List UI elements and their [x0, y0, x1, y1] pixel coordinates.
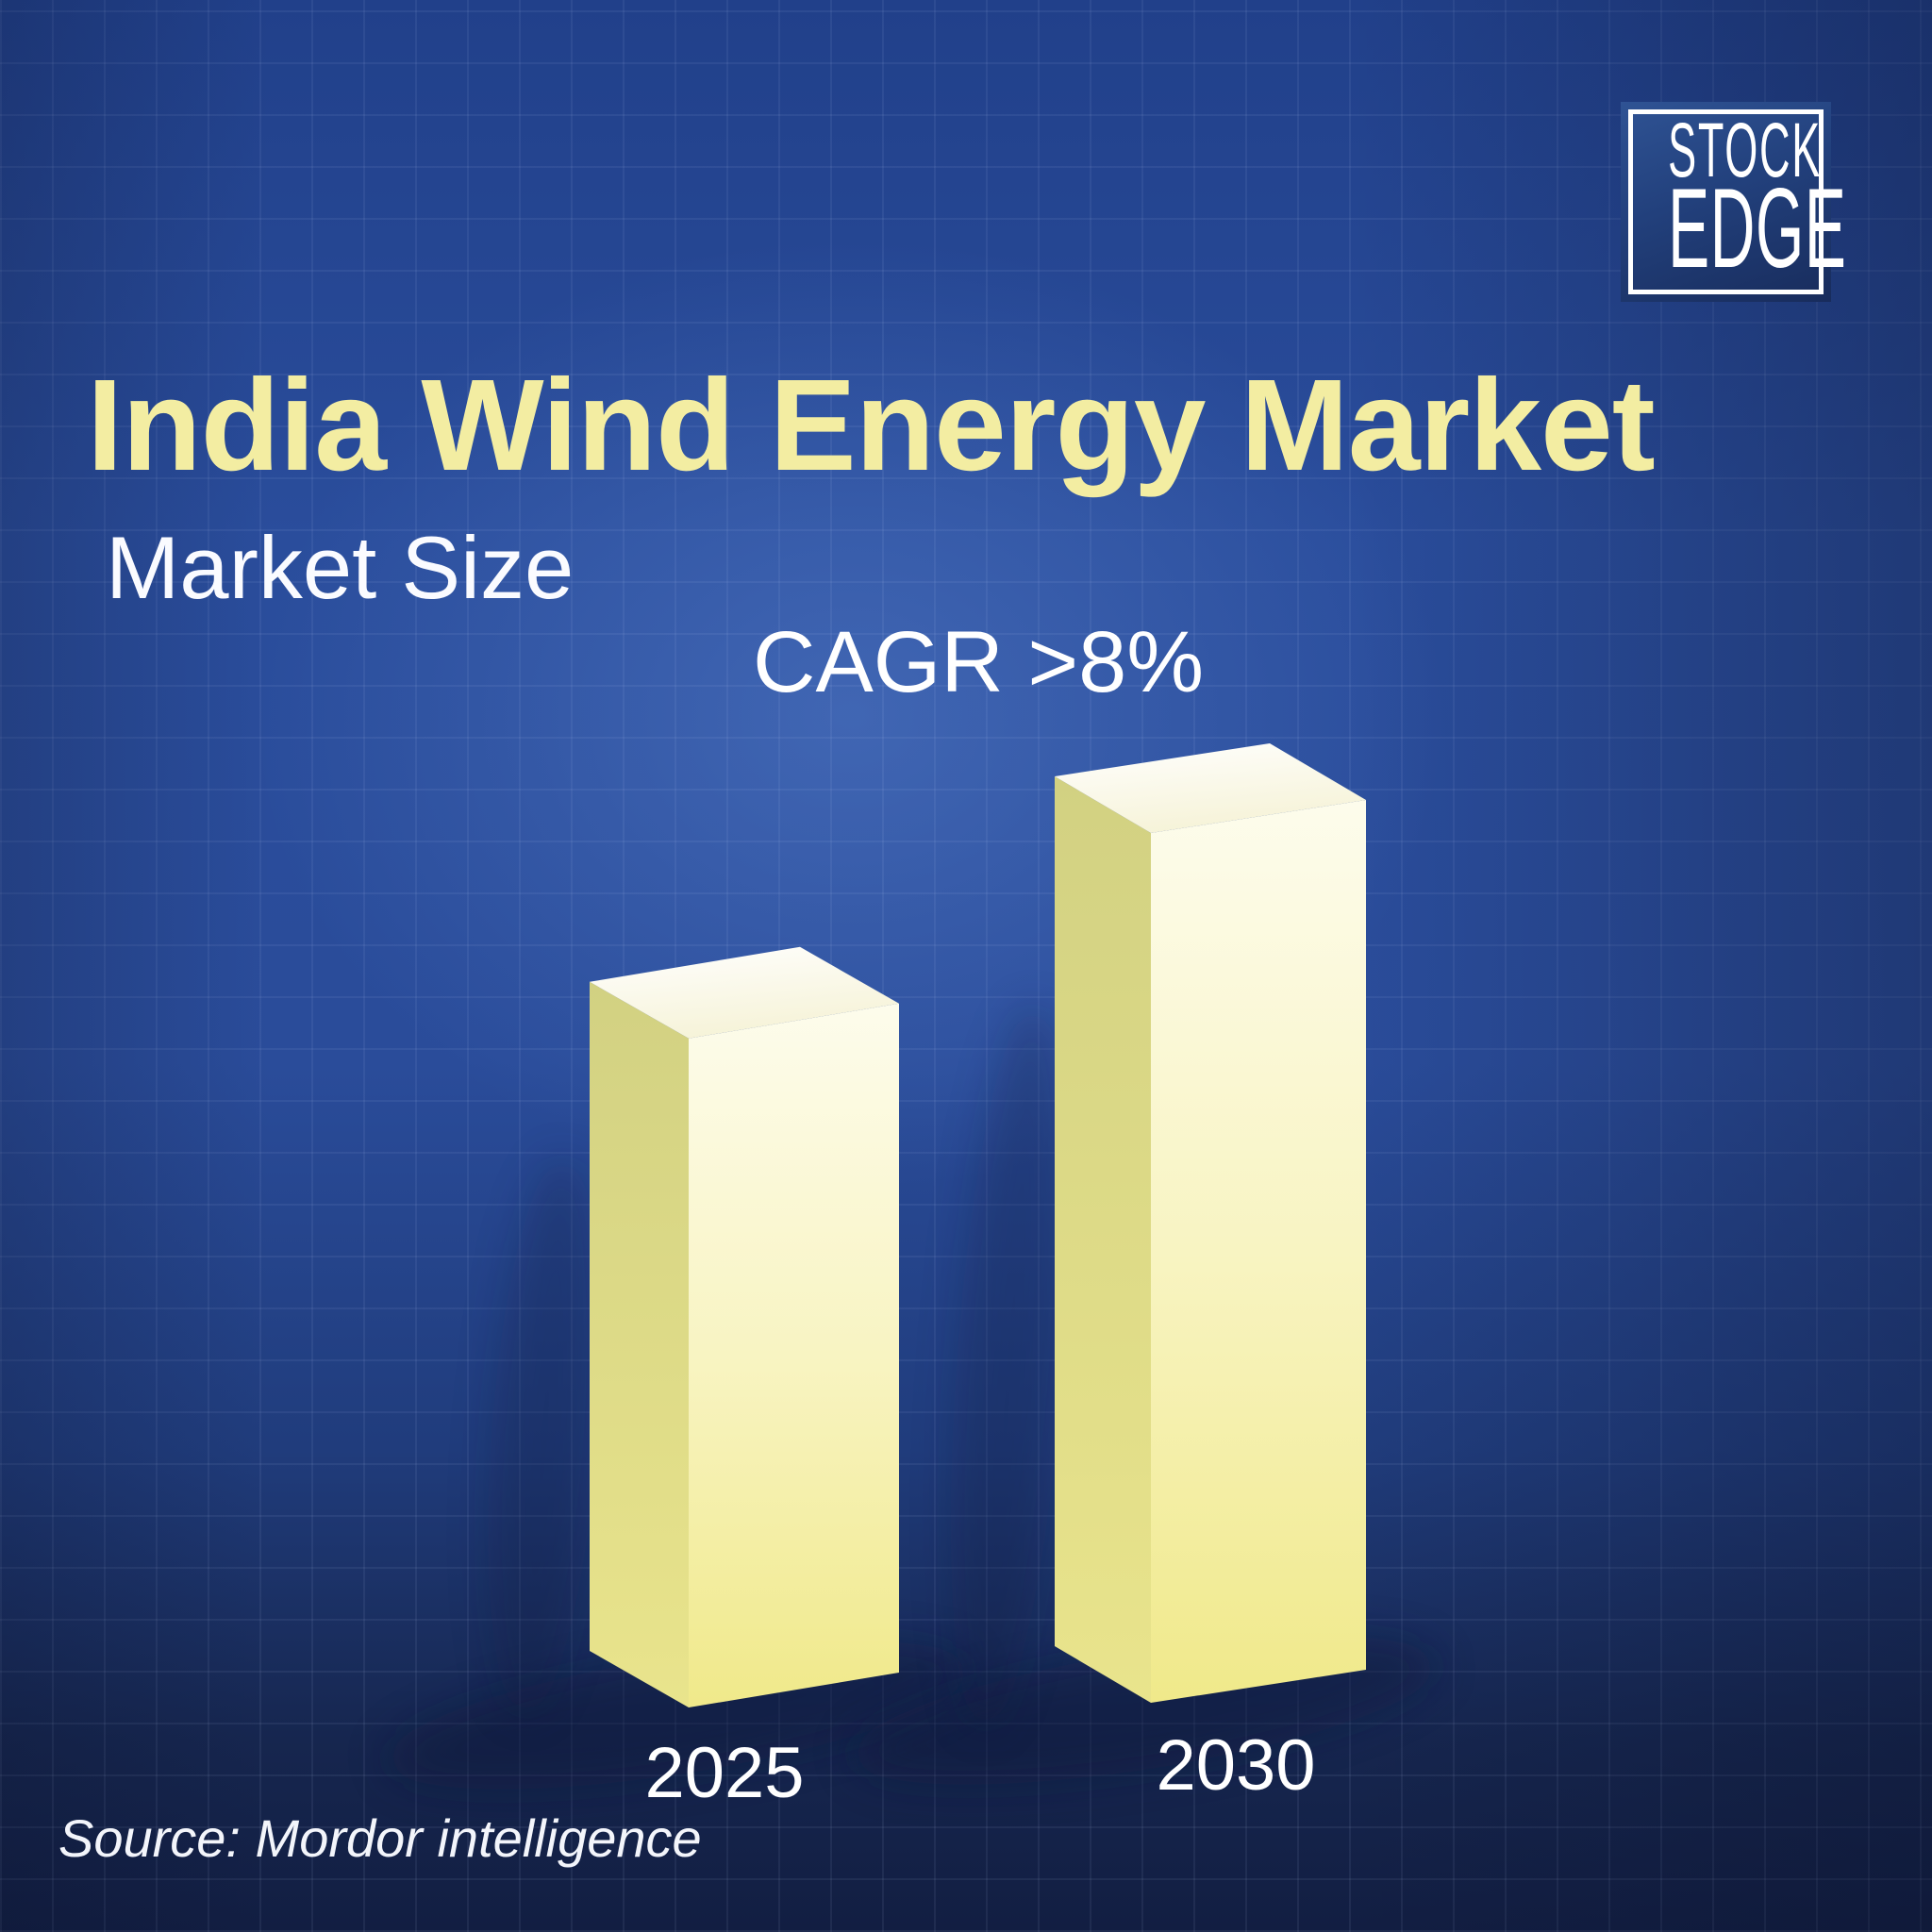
bar-2025-shadow-side [488, 1156, 601, 1718]
bar-2030-top-face [1055, 743, 1366, 833]
bar-2030-front-face [1151, 800, 1366, 1703]
x-axis-label-2030: 2030 [1156, 1725, 1316, 1806]
bar-2025 [590, 946, 899, 1707]
source-note: Source: Mordor intelligence [58, 1808, 702, 1868]
bar-2030-left-face [1055, 776, 1151, 1703]
x-axis-label-2025: 2025 [644, 1733, 805, 1813]
bar-2030-shadow-side [950, 1003, 1069, 1733]
bars [590, 743, 1366, 1707]
bar-2025-left-face [590, 981, 689, 1707]
logo-frame [1628, 109, 1824, 294]
bar-shadows [385, 1003, 1439, 1790]
cagr-annotation: CAGR >8% [753, 614, 1205, 710]
bar-2025-top-face [590, 946, 899, 1039]
page-title: India Wind Energy Market [87, 353, 1656, 498]
bar-2030 [1055, 743, 1366, 1703]
stockedge-logo: STOCK EDGE [1621, 102, 1846, 302]
bar-2025-front-face [689, 1003, 899, 1707]
subtitle-market-size: Market Size [106, 518, 575, 617]
